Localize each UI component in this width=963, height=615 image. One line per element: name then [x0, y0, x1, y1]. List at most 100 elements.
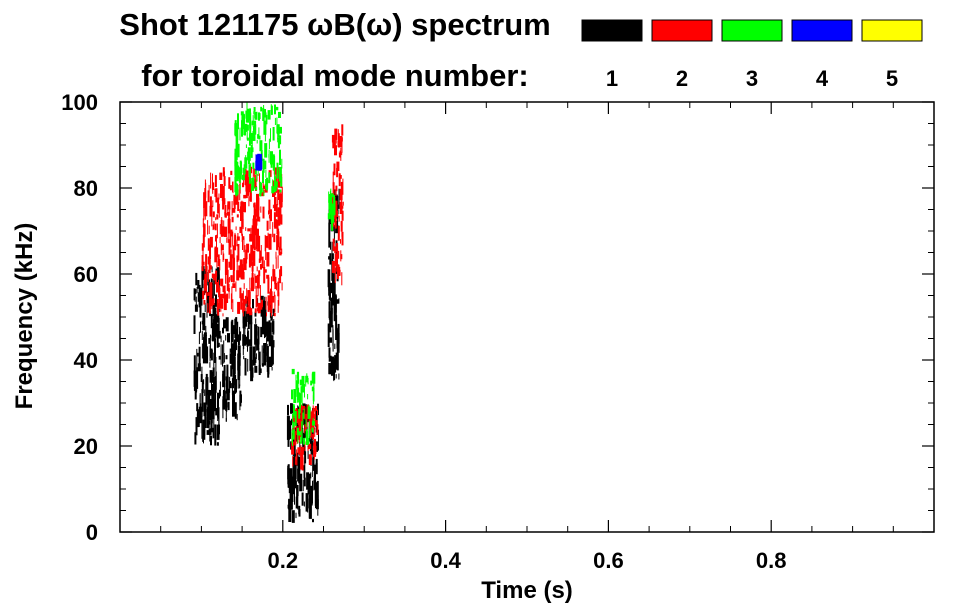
spectrum-mark: [227, 232, 229, 243]
spectrum-mark: [248, 167, 251, 184]
y-tick-label: 80: [74, 176, 98, 201]
spectrum-mark: [249, 190, 252, 202]
spectrum-mark: [272, 269, 276, 282]
spectrum-mark: [225, 402, 227, 422]
axis-ticks: [120, 101, 934, 533]
spectrum-mark: [308, 417, 312, 429]
spectrum-mark: [333, 200, 336, 216]
spectrum-mark: [245, 258, 248, 264]
spectrum-mark: [291, 441, 295, 455]
spectrum-mark: [291, 510, 295, 523]
spectrum-mark: [201, 243, 204, 251]
spectrum-mark: [230, 321, 232, 334]
spectrum-mark: [209, 236, 213, 248]
spectrum-mark: [216, 311, 219, 323]
spectrum-mark: [291, 419, 292, 426]
spectrum-mark: [215, 270, 218, 277]
spectrum-mark: [216, 323, 219, 348]
spectrum-mark: [309, 457, 312, 461]
spectrum-mark: [232, 299, 234, 312]
spectrum-mark: [211, 288, 213, 304]
spectrum-mark: [246, 308, 249, 314]
spectrum-mark: [207, 256, 211, 265]
spectrum-mark: [208, 225, 210, 234]
spectrum-mark: [219, 392, 221, 396]
spectrum-mark: [216, 282, 219, 293]
spectrum-mark: [203, 379, 205, 385]
spectrum-mark: [213, 273, 215, 281]
spectrum-mark: [305, 375, 309, 383]
spectrum-mark: [270, 345, 274, 365]
spectrum-mark: [232, 390, 235, 404]
spectrum-mark: [226, 364, 229, 388]
spectrum-mark: [276, 235, 279, 251]
spectrum-mark: [239, 384, 241, 389]
spectrum-mark: [301, 428, 303, 442]
spectrum-mark: [225, 273, 227, 284]
spectrum-mark: [247, 358, 249, 372]
series-mode-3: [234, 102, 336, 446]
spectrum-mark: [256, 166, 258, 170]
spectrum-mark: [332, 182, 335, 194]
spectrum-mark: [210, 314, 213, 329]
spectrum-mark: [211, 176, 213, 190]
spectrum-mark: [242, 290, 244, 305]
tick-labels: 0.2 0.4 0.6 0.8 0 20 40 60 80 100: [61, 90, 786, 573]
spectrum-mark: [231, 201, 233, 216]
legend-label-1: 1: [606, 66, 618, 91]
spectrum-mark: [301, 375, 305, 393]
spectrum-mark: [327, 269, 329, 288]
spectrum-mark: [231, 378, 233, 395]
spectrum-mark: [222, 327, 224, 334]
spectrum-mark: [299, 425, 300, 429]
spectrum-mark: [244, 157, 248, 169]
spectrum-mark: [295, 512, 297, 519]
spectrum-mark: [276, 219, 279, 235]
spectrum-mark: [229, 381, 231, 389]
x-tick-label: 0.8: [756, 548, 787, 573]
spectrum-mark: [313, 383, 315, 400]
spectrum-mark: [215, 188, 218, 203]
spectrum-mark: [337, 195, 339, 205]
spectrum-mark: [260, 206, 262, 213]
spectrum-mark: [239, 287, 242, 299]
spectrum-mark: [277, 300, 279, 313]
legend-swatch-4: [791, 19, 853, 42]
spectrum-mark: [280, 214, 283, 225]
spectrum-mark: [222, 344, 223, 367]
spectrum-mark: [257, 235, 261, 252]
spectrum-mark: [268, 356, 272, 365]
spectrum-mark: [213, 317, 217, 337]
spectrum-mark: [297, 495, 299, 510]
spectrum-mark: [196, 348, 198, 371]
spectrum-mark: [246, 173, 248, 180]
spectrum-mark: [334, 267, 336, 283]
spectrum-mark: [223, 365, 226, 381]
spectrum-mark: [329, 337, 332, 343]
spectrum-mark: [201, 266, 205, 280]
spectrum-mark: [255, 219, 258, 226]
spectrum-mark: [236, 165, 240, 179]
spectrum-mark: [255, 357, 257, 363]
spectrum-mark: [277, 231, 280, 248]
spectrum-mark: [308, 434, 310, 444]
spectrum-mark: [215, 268, 218, 272]
spectrum-mark: [250, 314, 252, 328]
spectrum-mark: [298, 431, 301, 435]
spectrum-mark: [327, 323, 330, 347]
legend-label-2: 2: [676, 66, 688, 91]
spectrum-mark: [217, 254, 220, 267]
spectrum-mark: [267, 363, 270, 375]
spectrum-mark: [211, 410, 213, 416]
spectrum-mark: [261, 311, 265, 335]
spectrum-mark: [221, 293, 225, 299]
spectrum-mark: [336, 329, 339, 349]
spectrum-mark: [330, 307, 333, 328]
spectrum-mark: [230, 293, 232, 310]
spectrum-mark: [251, 272, 254, 289]
spectrum-mark: [204, 339, 206, 364]
spectrum-mark: [216, 223, 218, 239]
spectrum-mark: [301, 388, 303, 404]
spectrum-mark: [304, 404, 308, 418]
spectrum-mark: [205, 325, 207, 341]
